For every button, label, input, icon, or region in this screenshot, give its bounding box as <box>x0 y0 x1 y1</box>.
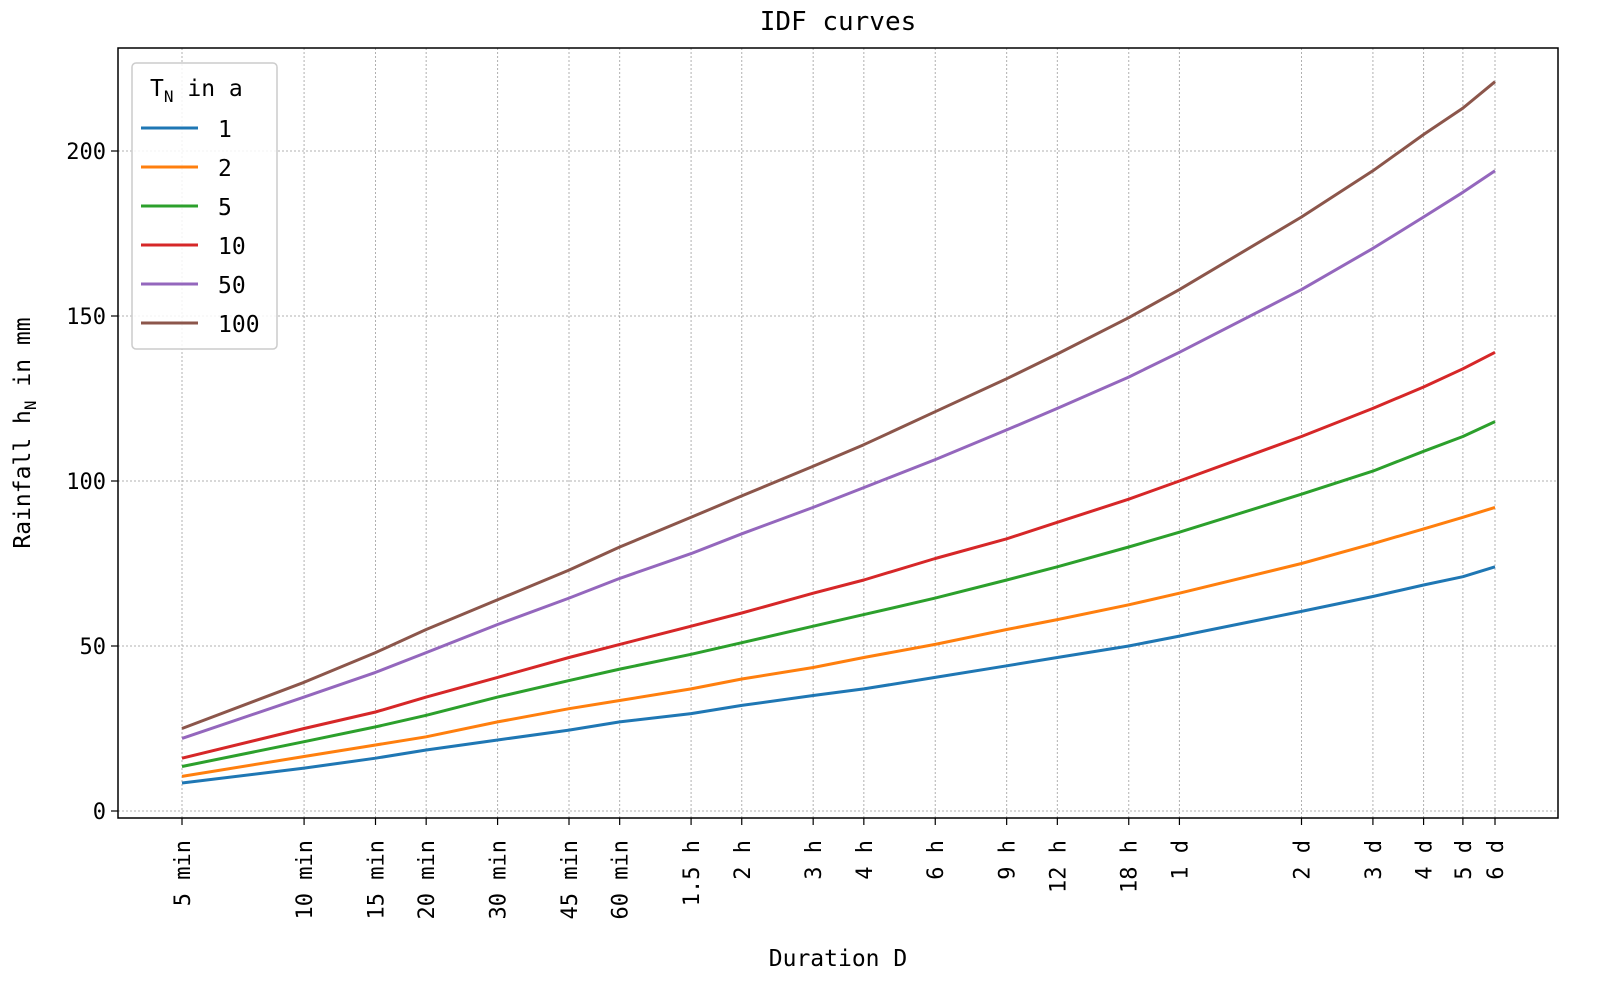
x-tick-label: 45 min <box>558 840 583 919</box>
legend-label: 50 <box>218 273 246 299</box>
x-tick-label: 6 d <box>1484 840 1509 880</box>
x-tick-label: 4 d <box>1413 840 1438 880</box>
series-line-10 <box>181 350 1496 760</box>
x-ticks: 5 min 10 min 15 min 20 min 30 min 45 min 60 mi… <box>171 818 1509 919</box>
x-tick-label: 60 min <box>609 840 634 919</box>
x-tick-label: 12 h <box>1046 840 1071 893</box>
series-lines <box>181 80 1496 785</box>
y-tick-label: 100 <box>66 470 106 495</box>
legend-label: 2 <box>218 156 232 182</box>
x-tick-label: 15 min <box>364 840 389 919</box>
legend-title: TN in a <box>150 76 243 106</box>
y-tick-label: 0 <box>93 800 106 825</box>
x-tick-label: 2 h <box>731 840 756 880</box>
legend-label: 1 <box>218 117 232 143</box>
x-tick-label: 20 min <box>415 840 440 919</box>
x-tick-label: 5 min <box>171 840 196 906</box>
legend-label: 10 <box>218 234 246 260</box>
legend-box <box>131 62 278 350</box>
series-line-2 <box>181 505 1496 778</box>
legend: TN in a 1 2 5 10 50 100 <box>131 62 278 350</box>
x-tick-label: 4 h <box>853 840 878 880</box>
x-tick-label: 30 min <box>487 840 512 919</box>
x-tick-label: 9 h <box>996 840 1021 880</box>
x-tick-label: 1.5 h <box>680 840 705 906</box>
chart-title: IDF curves <box>760 7 917 37</box>
y-ticks: 0 50 100 150 200 <box>66 140 118 825</box>
series-line-50 <box>181 169 1496 740</box>
x-tick-label: 18 h <box>1118 840 1143 893</box>
series-line-1 <box>181 565 1496 785</box>
grid <box>118 48 1558 818</box>
y-tick-label: 50 <box>80 635 107 660</box>
y-tick-label: 200 <box>66 140 106 165</box>
series-line-5 <box>181 420 1496 768</box>
x-tick-label: 3 h <box>802 840 827 880</box>
y-tick-label: 150 <box>66 305 106 330</box>
x-tick-label: 6 h <box>924 840 949 880</box>
plot-frame <box>117 47 1559 819</box>
series-line-100 <box>181 80 1496 730</box>
x-tick-label: 1 d <box>1168 840 1193 880</box>
legend-label: 5 <box>218 195 232 221</box>
x-tick-label: 10 min <box>293 840 318 919</box>
y-axis-label: Rainfall hN in mm <box>10 317 40 548</box>
legend-label: 100 <box>218 312 260 338</box>
x-axis-label: Duration D <box>769 946 907 972</box>
x-tick-label: 3 d <box>1362 840 1387 880</box>
x-tick-label: 2 d <box>1291 840 1316 880</box>
x-tick-label: 5 d <box>1452 840 1477 880</box>
